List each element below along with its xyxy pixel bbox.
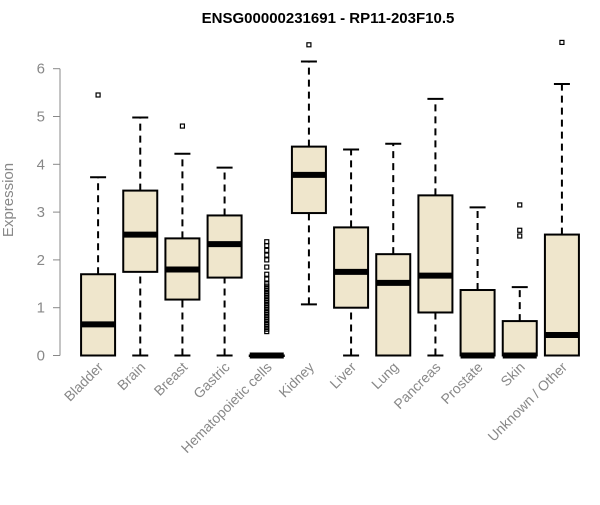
outlier-point bbox=[264, 276, 270, 282]
y-tick-label: 0 bbox=[37, 348, 45, 365]
outlier-point bbox=[559, 39, 565, 46]
y-axis-title: Expression bbox=[0, 163, 17, 237]
box-kidney bbox=[290, 42, 327, 306]
outlier-point bbox=[517, 233, 523, 239]
outlier-point bbox=[264, 271, 270, 277]
box-lung bbox=[375, 142, 412, 357]
box-prostate bbox=[459, 206, 496, 359]
box-iqr bbox=[375, 253, 412, 357]
box-breast bbox=[164, 123, 201, 357]
y-axis: 0 1 2 3 4 5 6 bbox=[37, 61, 61, 365]
x-category-label: Skin bbox=[497, 359, 528, 390]
x-category-label: Prostate bbox=[438, 359, 486, 407]
outlier-point bbox=[264, 264, 270, 270]
y-tick-label: 2 bbox=[37, 252, 45, 269]
outlier-point bbox=[264, 281, 270, 287]
box-pancreas bbox=[417, 97, 454, 357]
box-iqr bbox=[501, 320, 538, 357]
x-category-label: Bladder bbox=[61, 359, 107, 405]
outlier-point bbox=[264, 247, 270, 253]
box-iqr bbox=[333, 226, 370, 309]
box-brain bbox=[122, 116, 159, 357]
x-category-label: Lung bbox=[368, 359, 401, 392]
x-category-label: Liver bbox=[326, 359, 359, 392]
box-iqr bbox=[122, 189, 159, 273]
outlier-point bbox=[517, 227, 523, 233]
y-tick-label: 5 bbox=[37, 109, 45, 126]
box-iqr bbox=[417, 194, 454, 314]
outlier-point bbox=[264, 257, 270, 263]
box-hematopoietic-cells bbox=[248, 239, 285, 359]
box-bladder bbox=[80, 92, 117, 357]
box-unknown-other bbox=[543, 39, 580, 357]
outlier-point bbox=[517, 202, 523, 208]
y-tick-label: 3 bbox=[37, 204, 45, 221]
y-tick-label: 6 bbox=[37, 61, 45, 78]
box-series bbox=[80, 39, 580, 359]
chart-title: ENSG00000231691 - RP11-203F10.5 bbox=[202, 10, 455, 27]
outlier-point bbox=[264, 239, 270, 245]
y-tick-label: 4 bbox=[37, 156, 45, 173]
box-iqr bbox=[459, 289, 496, 357]
box-iqr bbox=[290, 145, 327, 215]
y-tick-label: 1 bbox=[37, 300, 45, 317]
x-category-label: Pancreas bbox=[390, 359, 443, 412]
box-liver bbox=[333, 148, 370, 357]
x-category-label: Brain bbox=[114, 359, 148, 393]
outlier-point bbox=[264, 252, 270, 258]
box-iqr bbox=[80, 273, 117, 357]
x-category-label: Unknown / Other bbox=[484, 359, 570, 445]
x-category-label: Kidney bbox=[275, 359, 317, 401]
outlier-point bbox=[95, 92, 101, 98]
outlier-point bbox=[306, 42, 312, 48]
x-category-label: Breast bbox=[151, 359, 191, 399]
outlier-point bbox=[179, 123, 186, 129]
box-skin bbox=[501, 202, 538, 359]
box-gastric bbox=[206, 166, 243, 357]
